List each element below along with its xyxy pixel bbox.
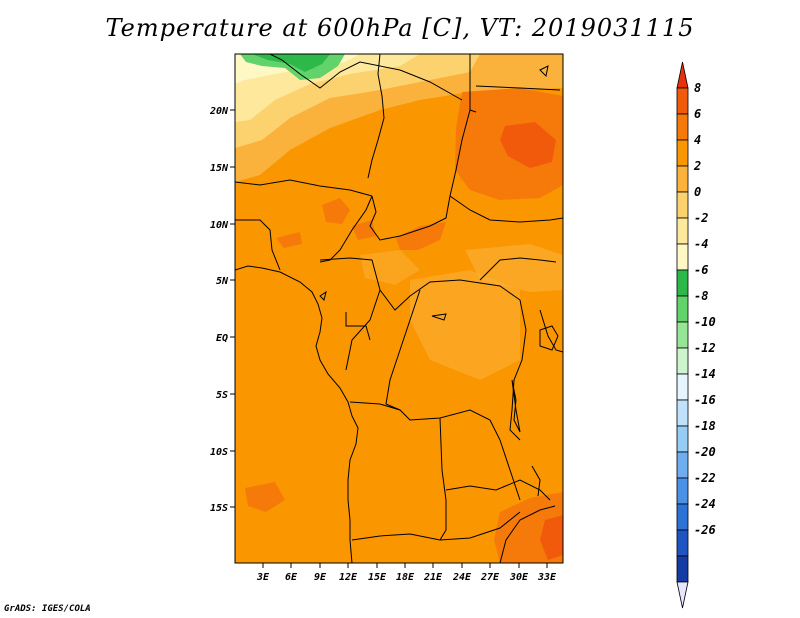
lat-label: 5S <box>216 390 228 401</box>
colorbar-label: -14 <box>694 367 716 381</box>
lat-label: 5N <box>216 276 229 287</box>
colorbar-label: 2 <box>693 159 701 173</box>
grads-credit: GrADS: IGES/COLA <box>4 604 91 614</box>
colorbar-label: -10 <box>694 315 716 329</box>
colorbar-cell <box>676 243 689 271</box>
colorbar-cell <box>676 61 689 89</box>
colorbar: 8 6 4 2 0 -2 -4 -6 -8 -10 -12 -14 -16 -1… <box>676 61 716 609</box>
colorbar-cell <box>676 451 689 479</box>
lon-label: 9E <box>314 572 327 583</box>
lon-label: 33E <box>537 572 557 583</box>
colorbar-cell <box>676 581 689 609</box>
colorbar-cell <box>676 503 689 531</box>
colorbar-cell <box>676 529 689 557</box>
colorbar-label: -2 <box>694 211 708 225</box>
colorbar-cell <box>676 165 689 193</box>
colorbar-label: -24 <box>694 497 716 511</box>
lon-label: 21E <box>423 572 443 583</box>
colorbar-cell <box>676 321 689 349</box>
colorbar-cell <box>676 555 689 583</box>
colorbar-label: 0 <box>694 185 701 199</box>
colorbar-cell <box>676 347 689 375</box>
colorbar-cells <box>676 61 689 609</box>
colorbar-cell <box>676 139 689 167</box>
colorbar-label: -26 <box>694 523 716 537</box>
temperature-field <box>235 54 563 563</box>
colorbar-label: 6 <box>694 107 701 121</box>
lakes <box>319 65 559 497</box>
lon-label: 6E <box>285 572 298 583</box>
lon-label: 24E <box>452 572 472 583</box>
colorbar-label: -16 <box>694 393 716 407</box>
colorbar-cell <box>676 191 689 219</box>
map-title: Temperature at 600hPa [C], VT: 201903111… <box>105 14 695 42</box>
lat-label: 15N <box>210 163 229 174</box>
colorbar-label: -4 <box>694 237 708 251</box>
colorbar-label: -22 <box>694 471 716 485</box>
colorbar-label: -6 <box>694 263 708 277</box>
lat-label: 20N <box>209 106 229 117</box>
colorbar-label: 8 <box>694 81 701 95</box>
map-frame <box>234 53 564 564</box>
colorbar-cell <box>676 269 689 297</box>
colorbar-cell <box>676 113 689 141</box>
lon-axis: 3E 6E 9E 12E 15E 18E 21E 24E 27E 30E 33E <box>256 563 557 583</box>
lat-label: 10N <box>210 220 229 231</box>
lat-axis: 20N 15N 10N 5N EQ 5S 10S 15S <box>209 106 235 514</box>
colorbar-label: 4 <box>694 133 701 147</box>
colorbar-cell <box>676 373 689 401</box>
colorbar-cell <box>676 87 689 115</box>
lon-label: 15E <box>368 572 387 583</box>
lon-label: 18E <box>396 572 415 583</box>
colorbar-cell <box>676 217 689 245</box>
lon-label: 3E <box>256 572 270 583</box>
colorbar-cell <box>676 425 689 453</box>
colorbar-cell <box>676 295 689 323</box>
country-borders <box>235 54 563 563</box>
colorbar-label: -20 <box>694 445 716 459</box>
lat-label: 10S <box>210 447 228 458</box>
lat-label: EQ <box>216 333 228 344</box>
colorbar-label: -18 <box>694 419 716 433</box>
colorbar-label: -8 <box>694 289 708 303</box>
colorbar-cell <box>676 399 689 427</box>
lat-label: 15S <box>210 503 228 514</box>
colorbar-cell <box>676 477 689 505</box>
colorbar-label: -12 <box>694 341 716 355</box>
lon-label: 12E <box>339 572 358 583</box>
lon-label: 27E <box>480 572 500 583</box>
lon-label: 30E <box>509 572 529 583</box>
